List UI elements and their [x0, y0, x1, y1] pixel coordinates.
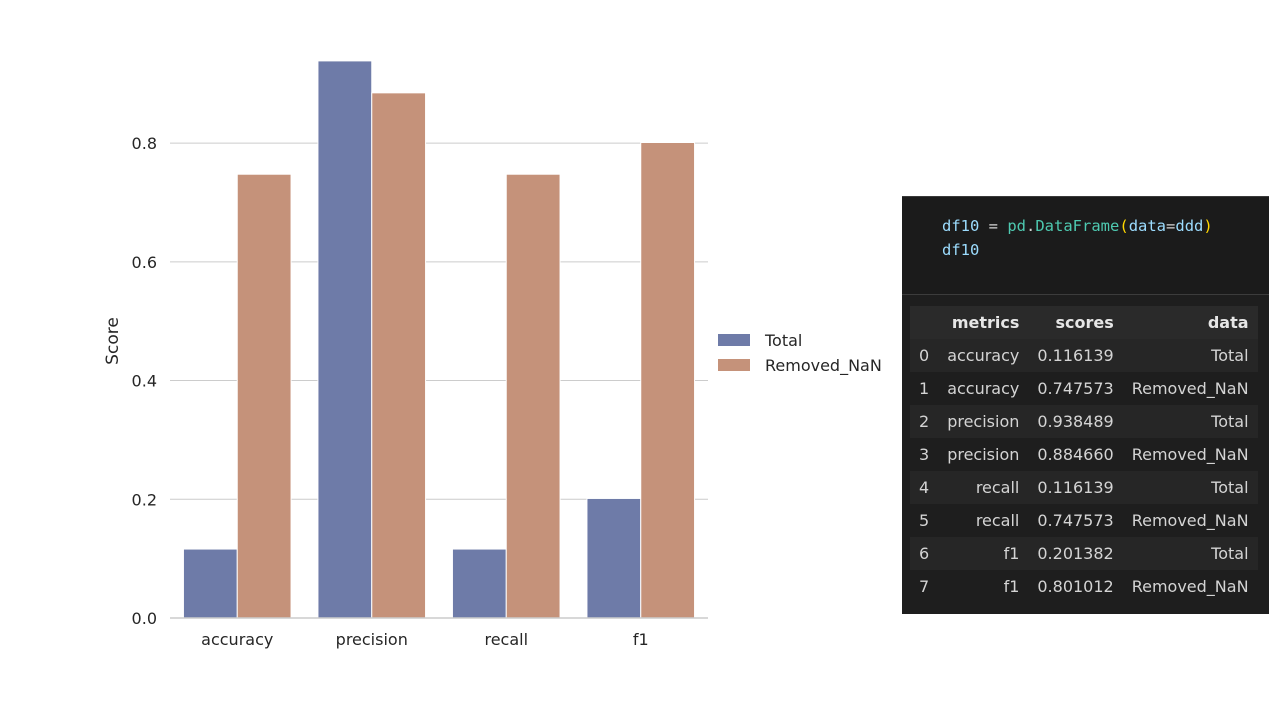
row-index: 6	[919, 544, 930, 563]
y-tick-label: 0.6	[132, 253, 157, 272]
table-cell: accuracy	[947, 346, 1020, 365]
legend-swatch	[718, 359, 750, 371]
bar-total-accuracy	[182, 548, 238, 619]
table-row: 0 accuracy 0.116139 Total	[910, 339, 1258, 372]
table-cell: Total	[1211, 346, 1249, 365]
table-cell: Removed_NaN	[1131, 445, 1249, 464]
x-tick-label: accuracy	[201, 630, 273, 649]
y-axis-label: Score	[103, 317, 123, 365]
table-cell: Removed_NaN	[1131, 511, 1249, 530]
code-line-1: df10 = pd.DataFrame(data=ddd)	[942, 217, 1213, 235]
y-tick-label: 0.0	[132, 609, 157, 628]
legend-label: Total	[764, 331, 802, 350]
code-cell[interactable]: df10 = pd.DataFrame(data=ddd) df10	[902, 197, 1269, 295]
axes: 0.0 0.2 0.4 0.6 0.8 accuracy precision recall f1	[132, 134, 708, 649]
table-cell: accuracy	[947, 379, 1020, 398]
row-index: 7	[919, 577, 930, 596]
table-cell: Total	[1211, 544, 1249, 563]
bar-total-recall	[451, 548, 507, 619]
table-cell: precision	[947, 412, 1020, 431]
row-index: 5	[919, 511, 930, 530]
legend-swatch	[718, 334, 750, 346]
table-cell: Removed_NaN	[1131, 577, 1249, 596]
table-row: 7 f1 0.801012 Removed_NaN	[910, 570, 1258, 603]
bar-removed_nan-f1	[640, 142, 696, 619]
table-cell: 0.884660	[1037, 445, 1114, 464]
x-tick-label: f1	[633, 630, 649, 649]
table-cell: Total	[1211, 412, 1249, 431]
column-header: data	[1207, 313, 1249, 332]
bar-removed_nan-recall	[505, 173, 561, 619]
column-header: scores	[1055, 313, 1114, 332]
bar-total-precision	[317, 60, 373, 619]
table-cell: f1	[1003, 544, 1020, 563]
legend: Total Removed_NaN	[718, 331, 882, 376]
table-cell: 0.747573	[1037, 511, 1114, 530]
table-cell: 0.201382	[1037, 544, 1114, 563]
table-cell: 0.801012	[1037, 577, 1114, 596]
table-cell: Removed_NaN	[1131, 379, 1249, 398]
y-tick-label: 0.4	[132, 372, 157, 391]
bar-removed_nan-accuracy	[236, 173, 292, 619]
table-cell: 0.116139	[1037, 478, 1114, 497]
code-line-2: df10	[942, 241, 980, 259]
table-row: 1 accuracy 0.747573 Removed_NaN	[910, 372, 1258, 405]
notebook-panel: df10 = pd.DataFrame(data=ddd) df10 metri…	[902, 196, 1269, 614]
table-cell: recall	[975, 511, 1020, 530]
table-cell: recall	[975, 478, 1020, 497]
table-header-row: metrics scores data	[910, 306, 1258, 339]
x-tick-label: precision	[336, 630, 408, 649]
bar-total-f1	[586, 497, 642, 619]
y-tick-label: 0.2	[132, 490, 157, 509]
column-header	[910, 306, 938, 339]
row-index: 2	[919, 412, 930, 431]
bar-chart: 0.0 0.2 0.4 0.6 0.8 accuracy precision recall f1…	[103, 60, 882, 649]
legend-label: Removed_NaN	[765, 356, 882, 376]
table-row: 6 f1 0.201382 Total	[910, 537, 1258, 570]
table-row: 3 precision 0.884660 Removed_NaN	[910, 438, 1258, 471]
y-tick-label: 0.8	[132, 134, 157, 153]
table-row: 5 recall 0.747573 Removed_NaN	[910, 504, 1258, 537]
x-tick-label: recall	[484, 630, 528, 649]
table-cell: Total	[1211, 478, 1249, 497]
bars	[182, 60, 696, 619]
table-cell: 0.747573	[1037, 379, 1114, 398]
table-cell: f1	[1003, 577, 1020, 596]
table-cell: precision	[947, 445, 1020, 464]
row-index: 3	[919, 445, 930, 464]
row-index: 0	[919, 346, 930, 365]
bar-removed_nan-precision	[371, 92, 427, 619]
row-index: 1	[919, 379, 930, 398]
dataframe-output: metrics scores data 0 accuracy 0.116139 Tot…	[910, 306, 1258, 603]
table-cell: 0.116139	[1037, 346, 1114, 365]
table-cell: 0.938489	[1037, 412, 1114, 431]
table-row: 4 recall 0.116139 Total	[910, 471, 1258, 504]
column-header: metrics	[951, 313, 1020, 332]
row-index: 4	[919, 478, 930, 497]
table-row: 2 precision 0.938489 Total	[910, 405, 1258, 438]
